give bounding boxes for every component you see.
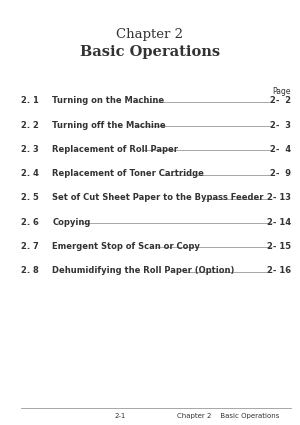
Text: Copying: Copying: [52, 218, 91, 227]
Text: Page: Page: [272, 87, 291, 96]
Text: 2- 13: 2- 13: [267, 193, 291, 202]
Text: 2. 6: 2. 6: [21, 218, 39, 227]
Text: Turning off the Machine: Turning off the Machine: [52, 121, 166, 130]
Text: 2. 2: 2. 2: [21, 121, 39, 130]
Text: 2- 15: 2- 15: [267, 242, 291, 251]
Text: 2-  2: 2- 2: [270, 96, 291, 105]
Text: Turning on the Machine: Turning on the Machine: [52, 96, 165, 105]
Text: Emergent Stop of Scan or Copy: Emergent Stop of Scan or Copy: [52, 242, 200, 251]
Text: Dehumidifying the Roll Paper (Option): Dehumidifying the Roll Paper (Option): [52, 266, 235, 275]
Text: 2. 3: 2. 3: [21, 145, 39, 154]
Text: 2-  3: 2- 3: [270, 121, 291, 130]
Text: 2. 1: 2. 1: [21, 96, 39, 105]
Text: 2-  9: 2- 9: [270, 169, 291, 178]
Text: 2. 7: 2. 7: [21, 242, 39, 251]
Text: Chapter 2    Basic Operations: Chapter 2 Basic Operations: [177, 413, 279, 419]
Text: Chapter 2: Chapter 2: [116, 28, 184, 41]
Text: 2- 14: 2- 14: [267, 218, 291, 227]
Text: 2. 5: 2. 5: [21, 193, 39, 202]
Text: 2-  4: 2- 4: [270, 145, 291, 154]
Text: Basic Operations: Basic Operations: [80, 45, 220, 59]
Text: 2. 8: 2. 8: [21, 266, 39, 275]
Text: Replacement of Toner Cartridge: Replacement of Toner Cartridge: [52, 169, 204, 178]
Text: 2-1: 2-1: [114, 413, 126, 419]
Text: 2. 4: 2. 4: [21, 169, 39, 178]
Text: 2- 16: 2- 16: [267, 266, 291, 275]
Text: Replacement of Roll Paper: Replacement of Roll Paper: [52, 145, 178, 154]
Text: Set of Cut Sheet Paper to the Bypass Feeder: Set of Cut Sheet Paper to the Bypass Fee…: [52, 193, 264, 202]
